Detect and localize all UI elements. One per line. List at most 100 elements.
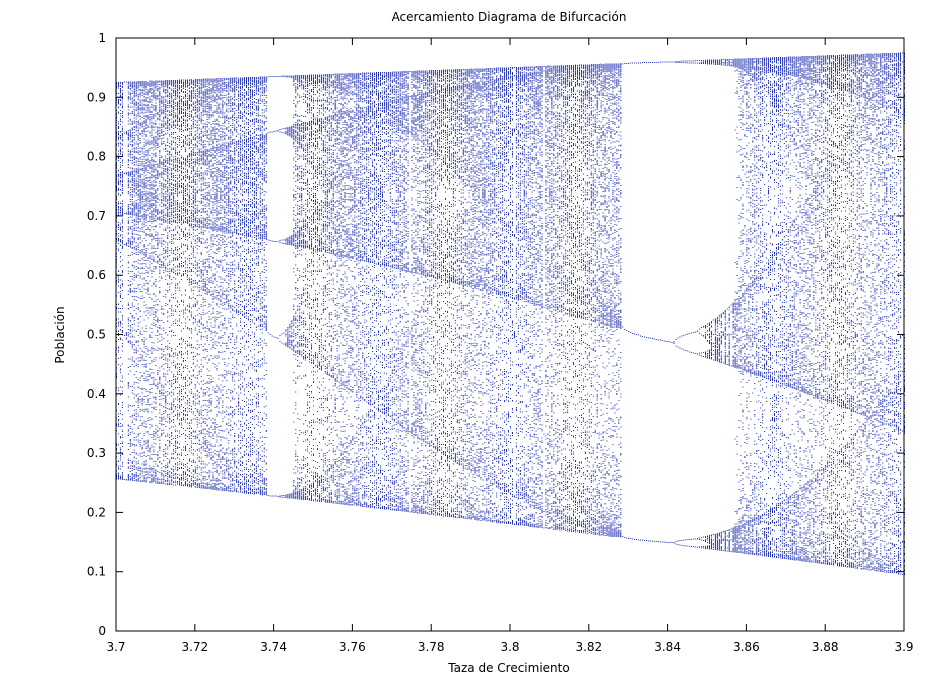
bifurcation-column — [121, 82, 123, 480]
bifurcation-column — [742, 58, 744, 554]
bifurcation-column — [186, 79, 188, 487]
bifurcation-column — [752, 58, 754, 555]
bifurcation-column — [708, 59, 710, 550]
bifurcation-column — [720, 59, 722, 551]
bifurcation-column — [251, 77, 253, 494]
y-tick-label: 0.4 — [87, 387, 106, 401]
bifurcation-column — [246, 77, 248, 494]
bifurcation-column — [541, 66, 543, 528]
bifurcation-column — [596, 64, 598, 535]
bifurcation-column — [352, 73, 354, 506]
bifurcation-column — [460, 69, 462, 518]
bifurcation-column — [823, 55, 825, 564]
bifurcation-column — [772, 57, 774, 558]
bifurcation-column — [801, 56, 803, 562]
bifurcation-column — [734, 58, 736, 553]
bifurcation-column — [123, 81, 125, 480]
bifurcation-column — [842, 54, 844, 567]
bifurcation-column — [705, 60, 707, 549]
bifurcation-column — [324, 74, 326, 503]
x-tick-label: 3.86 — [733, 640, 760, 654]
bifurcation-column — [647, 62, 649, 542]
bifurcation-column — [754, 58, 756, 555]
bifurcation-column — [610, 63, 612, 537]
bifurcation-column — [196, 79, 198, 488]
y-tick-label: 0.3 — [87, 446, 106, 460]
bifurcation-column — [320, 74, 322, 502]
bifurcation-column — [255, 77, 257, 494]
bifurcation-column — [559, 65, 561, 531]
x-tick-label: 3.8 — [500, 640, 519, 654]
bifurcation-column — [643, 62, 645, 541]
bifurcation-column — [356, 73, 358, 506]
bifurcation-column — [703, 60, 705, 549]
bifurcation-column — [677, 61, 679, 545]
bifurcation-column — [480, 68, 482, 521]
bifurcation-column — [683, 60, 685, 546]
bifurcation-column — [448, 69, 450, 517]
bifurcation-column — [230, 77, 232, 492]
bifurcation-column — [829, 55, 831, 565]
bifurcation-column — [297, 75, 299, 500]
bifurcation-column — [783, 57, 785, 559]
bifurcation-column — [462, 69, 464, 519]
bifurcation-column — [667, 61, 669, 543]
bifurcation-column — [316, 74, 318, 502]
bifurcation-column — [838, 55, 840, 567]
bifurcation-column — [175, 80, 177, 486]
bifurcation-column — [898, 52, 900, 575]
bifurcation-column — [240, 77, 242, 493]
bifurcation-column — [340, 73, 342, 505]
bifurcation-column — [281, 75, 283, 498]
bifurcation-column — [423, 70, 425, 514]
bifurcation-column — [244, 77, 246, 494]
bifurcation-column — [259, 76, 261, 495]
bifurcation-column — [732, 59, 734, 553]
bifurcation-column — [273, 76, 275, 497]
bifurcation-column — [864, 54, 866, 570]
bifurcation-column — [876, 53, 878, 572]
bifurcation-column — [379, 72, 381, 509]
bifurcation-column — [385, 72, 387, 510]
bifurcation-column — [165, 80, 167, 485]
bifurcation-column — [362, 72, 364, 507]
bifurcation-column — [232, 77, 234, 492]
bifurcation-column — [212, 78, 214, 490]
bifurcation-column — [701, 60, 703, 549]
bifurcation-column — [563, 65, 565, 530]
bifurcation-column — [831, 55, 833, 565]
bifurcation-column — [506, 67, 508, 524]
bifurcation-column — [561, 65, 563, 531]
bifurcation-column — [638, 62, 640, 541]
bifurcation-column — [125, 81, 127, 481]
bifurcation-column — [433, 70, 435, 515]
bifurcation-column — [620, 63, 622, 538]
bifurcation-column — [730, 59, 732, 552]
bifurcation-column — [421, 70, 423, 514]
bifurcation-column — [435, 70, 437, 516]
bifurcation-column — [222, 78, 224, 491]
x-tick-label: 3.9 — [894, 640, 913, 654]
bifurcation-column — [482, 68, 484, 521]
chart-title: Acercamiento Diagrama de Bifurcación — [392, 10, 627, 24]
bifurcation-column — [179, 79, 181, 486]
bifurcation-column — [714, 59, 716, 550]
bifurcation-column — [283, 75, 285, 498]
bifurcation-column — [370, 72, 372, 508]
bifurcation-column — [539, 66, 541, 528]
bifurcation-column — [401, 71, 403, 512]
bifurcation-column — [210, 78, 212, 490]
bifurcation-column — [551, 66, 553, 528]
bifurcation-column — [543, 66, 545, 529]
bifurcation-column — [484, 68, 486, 521]
bifurcation-column — [492, 68, 494, 523]
bifurcation-column — [135, 81, 137, 482]
y-tick-label: 0 — [98, 624, 106, 638]
bifurcation-column — [580, 64, 582, 533]
bifurcation-column — [547, 65, 549, 529]
bifurcation-column — [334, 73, 336, 504]
bifurcation-column — [793, 56, 795, 561]
bifurcation-column — [468, 69, 470, 519]
bifurcation-column — [364, 72, 366, 507]
bifurcation-column — [773, 57, 775, 558]
